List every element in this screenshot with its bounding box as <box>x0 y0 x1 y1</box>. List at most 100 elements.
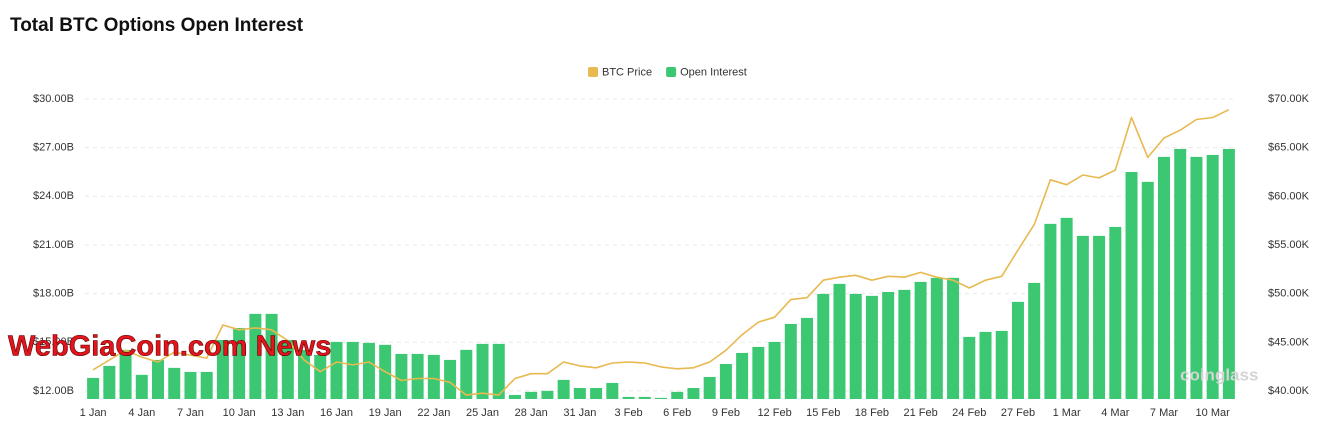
bar <box>184 371 197 399</box>
y-tick-label: $27.00B <box>33 142 74 154</box>
bar <box>930 277 943 399</box>
x-tick-label: 4 Jan <box>128 407 155 419</box>
bar <box>914 281 927 399</box>
bar <box>314 354 327 399</box>
y2-tick-label: $45.00K <box>1268 336 1310 348</box>
bar <box>865 295 878 399</box>
bar <box>719 363 732 399</box>
bar <box>703 376 716 399</box>
bar <box>427 354 440 399</box>
x-tick-label: 15 Feb <box>806 407 840 419</box>
x-tick-label: 19 Jan <box>369 407 402 419</box>
bar <box>671 391 684 399</box>
y2-tick-label: $40.00K <box>1268 385 1310 397</box>
bar <box>573 387 586 399</box>
y2-tick-label: $55.00K <box>1268 239 1310 251</box>
x-tick-label: 1 Jan <box>80 407 107 419</box>
bar <box>233 327 246 399</box>
bar <box>898 289 911 399</box>
legend: BTC Price Open Interest <box>588 66 747 78</box>
x-tick-label: 18 Feb <box>855 407 889 419</box>
bar <box>103 365 116 399</box>
x-tick-label: 27 Feb <box>1001 407 1035 419</box>
x-tick-label: 4 Mar <box>1101 407 1129 419</box>
bar <box>249 313 262 399</box>
y-tick-label: $15.00B <box>33 336 74 348</box>
chart-title: Total BTC Options Open Interest <box>10 15 304 36</box>
x-tick-label: 7 Mar <box>1150 407 1178 419</box>
bar <box>963 336 976 399</box>
bar <box>1222 148 1235 399</box>
y-tick-label: $12.00B <box>33 385 74 397</box>
bar <box>1076 235 1089 399</box>
bar <box>330 341 343 399</box>
y2-tick-label: $50.00K <box>1268 288 1310 300</box>
x-tick-label: 12 Feb <box>757 407 791 419</box>
bar <box>1011 301 1024 399</box>
bar <box>1093 235 1106 399</box>
bar <box>1141 181 1154 399</box>
x-tick-label: 24 Feb <box>952 407 986 419</box>
bar <box>768 341 781 399</box>
bar <box>541 390 554 399</box>
bar <box>525 391 538 399</box>
x-tick-label: 16 Jan <box>320 407 353 419</box>
x-tick-label: 10 Mar <box>1196 407 1231 419</box>
bar <box>784 323 797 399</box>
bar <box>281 339 294 399</box>
bar <box>119 349 132 399</box>
y2-tick-label: $65.00K <box>1268 142 1310 154</box>
watermark-logo: coinglass <box>1180 365 1258 384</box>
x-tick-label: 9 Feb <box>712 407 740 419</box>
x-tick-label: 21 Feb <box>903 407 937 419</box>
bar <box>508 394 521 399</box>
x-tick-label: 3 Feb <box>614 407 642 419</box>
x-tick-label: 22 Jan <box>417 407 450 419</box>
y-tick-label: $30.00B <box>33 93 74 105</box>
bar <box>1028 282 1041 399</box>
watermark: WebGiaCoin.com News <box>8 331 331 363</box>
y2-tick-label: $70.00K <box>1268 93 1310 105</box>
bar <box>1157 156 1170 399</box>
bar <box>849 293 862 399</box>
bar <box>1125 171 1138 399</box>
x-tick-label: 25 Jan <box>466 407 499 419</box>
bar <box>346 341 359 399</box>
legend-swatch <box>588 67 598 77</box>
x-tick-label: 10 Jan <box>223 407 256 419</box>
bar <box>752 346 765 399</box>
y-tick-label: $24.00B <box>33 190 74 202</box>
bar <box>655 397 667 399</box>
bar <box>395 353 408 399</box>
bar <box>979 331 992 399</box>
price-line <box>92 108 1230 396</box>
legend-label: Open Interest <box>680 66 747 78</box>
x-tick-label: 1 Mar <box>1053 407 1081 419</box>
bar <box>168 367 181 399</box>
bar <box>216 339 229 399</box>
bar <box>557 379 570 399</box>
bar <box>1109 226 1122 399</box>
bar <box>1174 148 1187 399</box>
bar <box>801 317 814 399</box>
legend-label: BTC Price <box>602 66 652 78</box>
bar <box>444 359 457 399</box>
x-tick-label: 13 Jan <box>271 407 304 419</box>
bar <box>995 330 1008 399</box>
bar <box>1060 217 1073 399</box>
x-tick-label: 31 Jan <box>563 407 596 419</box>
bar <box>476 343 489 399</box>
plot <box>87 108 1235 399</box>
y-tick-label: $21.00B <box>33 239 74 251</box>
bar <box>833 283 846 399</box>
x-tick-label: 28 Jan <box>515 407 548 419</box>
bar <box>135 374 148 399</box>
bar <box>590 387 603 399</box>
bar <box>1190 156 1203 399</box>
bar <box>947 277 960 399</box>
bar <box>492 343 505 399</box>
bar <box>362 342 375 399</box>
axes: $12.00B $15.00B $18.00B $21.00B $24.00B $27.0… <box>33 93 1310 419</box>
bar <box>200 371 213 399</box>
